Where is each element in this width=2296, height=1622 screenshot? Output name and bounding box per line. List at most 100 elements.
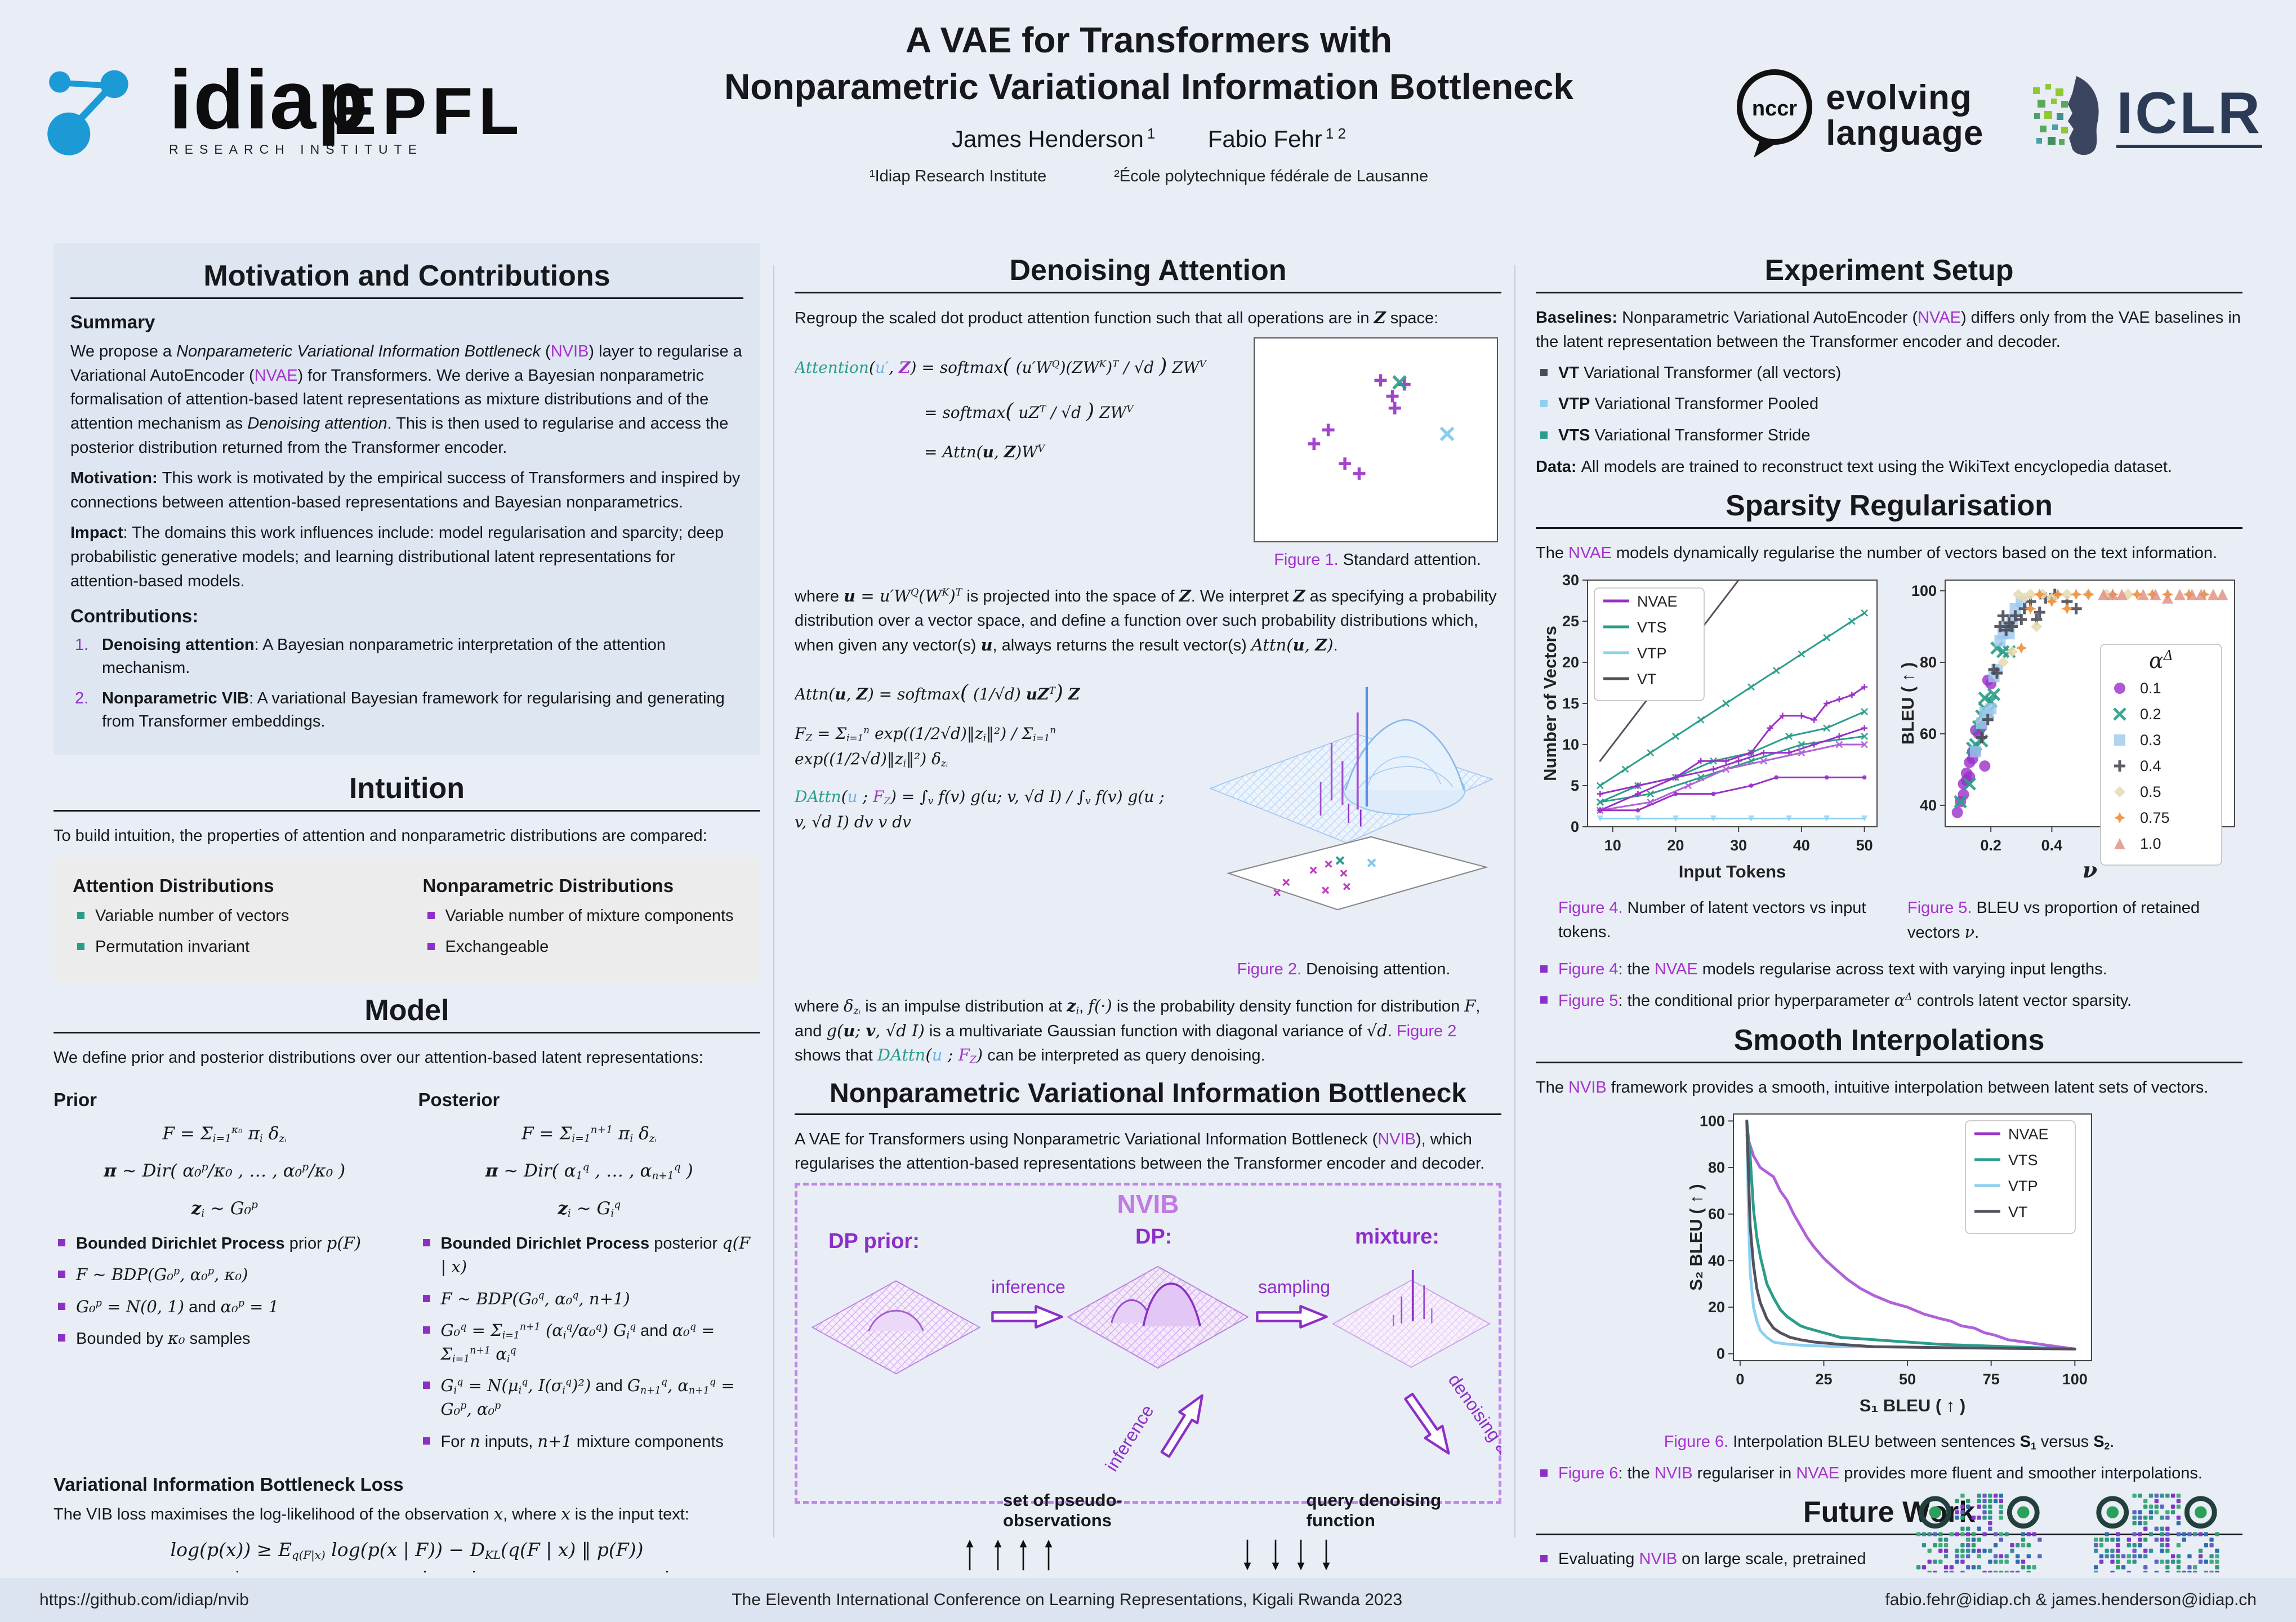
- svg-text:5: 5: [1571, 777, 1579, 794]
- figure4-vectors-vs-tokens-chart: 10 20 30 40 50 0 5 10 15 20 25 30 Input Tokens Number…: [1536, 572, 1885, 890]
- list-item: Figure 5: the conditional prior hyperpar…: [1536, 989, 2242, 1013]
- dp-surface: [1067, 1265, 1249, 1369]
- footer-github-link[interactable]: https://github.com/idiap/nvib: [39, 1590, 249, 1609]
- data-text: Data: All models are trained to reconstr…: [1536, 457, 2172, 476]
- svg-text:10: 10: [1604, 837, 1621, 854]
- svg-text:VT: VT: [2008, 1204, 2028, 1220]
- nccr-bubble-icon: nccr: [1737, 69, 1813, 158]
- svg-text:0: 0: [1571, 818, 1579, 835]
- intuition-comparison-table: Attention Distributions Variable number …: [54, 858, 760, 983]
- svg-text:15: 15: [1562, 695, 1579, 712]
- svg-text:100: 100: [1699, 1113, 1724, 1130]
- equation: DAttn(u ; FZ) = ∫v f(v) g(u; v, √d I) ∕ …: [795, 787, 1165, 831]
- up-arrows-icon: [965, 1538, 1054, 1571]
- attention-equations: Attention(u′, Z) = softmax( (u′WQ)(ZWK)T…: [795, 337, 1237, 478]
- section-denoising-attention: Denoising Attention Regroup the scaled d…: [795, 253, 1501, 1068]
- footer-conference: The Eleventh International Conference on…: [732, 1590, 1403, 1609]
- nvib-label: NVIB: [1117, 1189, 1179, 1219]
- svg-text:0.2: 0.2: [2140, 706, 2161, 723]
- svg-text:NVAE: NVAE: [2008, 1126, 2049, 1143]
- right-column: Experiment Setup Baselines: Nonparametri…: [1536, 243, 2242, 1572]
- section-title: Intuition: [349, 772, 465, 805]
- figure5-bleu-vs-nu-chart: 0.20.40.60.8406080100νBLEU ( ↑ )αΔ0.10.2…: [1893, 572, 2242, 890]
- list-item: G₀p = N(0, 1) and α₀p = 1: [54, 1295, 396, 1319]
- equation: π ~ Dir( α1q , … , αn+1q ): [485, 1161, 693, 1182]
- svg-text:0.75: 0.75: [2140, 809, 2170, 826]
- list-item: G₀q = Σi=1n+1 (αiq∕α₀q) Giq and α₀q = Σi…: [418, 1319, 761, 1366]
- divider: [54, 809, 760, 812]
- prior-block: Prior F = Σi=1κ₀ πi δzᵢ π ~ Dir( α₀p∕κ₀ …: [54, 1077, 396, 1461]
- nvib-intro: A VAE for Transformers using Nonparametr…: [795, 1130, 1485, 1173]
- equation: F = Σi=1n+1 πi δzᵢ: [521, 1123, 657, 1145]
- summary-heading: Summary: [70, 311, 155, 332]
- denoising-equations: Attn(u, Z) = softmax( (1∕√d) uZT) Z FZ =…: [795, 664, 1169, 847]
- denoising-intro: Regroup the scaled dot product attention…: [795, 308, 1439, 327]
- svg-text:NVAE: NVAE: [1637, 593, 1678, 610]
- svg-text:0: 0: [1716, 1345, 1724, 1362]
- idiap-wordmark: idiap: [169, 53, 369, 146]
- denoising-down-arrow-icon: [1397, 1387, 1460, 1463]
- column-header: Attention Distributions: [73, 875, 274, 896]
- section-title: Smooth Interpolations: [1733, 1023, 2045, 1057]
- equation: FZ = Σi=1n exp((1∕2√d)‖zi‖²) ∕ Σi=1n exp…: [795, 724, 1056, 769]
- list-item: VT Variational Transformer (all vectors): [1536, 362, 2242, 385]
- left-column: Motivation and Contributions Summary We …: [54, 243, 760, 1572]
- divider: [1536, 1534, 2242, 1536]
- svg-text:0.4: 0.4: [2140, 757, 2161, 774]
- list-item: Figure 6: the NVIB regulariser in NVAE p…: [1536, 1462, 2242, 1485]
- idiap-molecule-icon: [47, 70, 128, 155]
- repository-qr-code: [2093, 1493, 2220, 1572]
- video-qr-block: Video: [1916, 1493, 2043, 1572]
- list-item: Bounded Dirichlet Process posterior q(F …: [418, 1232, 761, 1279]
- svg-text:40: 40: [1920, 797, 1937, 814]
- svg-text:20: 20: [1562, 654, 1579, 671]
- svg-text:80: 80: [1920, 654, 1937, 671]
- svg-text:30: 30: [1730, 837, 1747, 854]
- svg-text:0: 0: [1736, 1371, 1744, 1388]
- section-title: Model: [364, 993, 449, 1027]
- svg-text:10: 10: [1562, 736, 1579, 753]
- list-item: Denoising attention: A Bayesian nonparam…: [75, 634, 666, 678]
- list-item: VTP Variational Transformer Pooled: [1536, 393, 2242, 416]
- equation: Attention(u′, Z) = softmax( (u′WQ)(ZWK)T…: [795, 353, 1206, 378]
- svg-text:50: 50: [1899, 1371, 1916, 1388]
- divider: [795, 292, 1501, 293]
- dp-label: DP:: [1135, 1224, 1172, 1249]
- author-2: Fabio Fehr: [1207, 126, 1322, 153]
- list-item: Bounded Dirichlet Process prior p(F): [54, 1232, 396, 1255]
- svg-text:60: 60: [1920, 725, 1937, 742]
- svg-text:Input Tokens: Input Tokens: [1679, 862, 1786, 881]
- figure6-caption: Figure 6. Interpolation BLEU between sen…: [1664, 1433, 2115, 1452]
- section-sparsity: Sparsity Regularisation The NVAE models …: [1536, 489, 2242, 1013]
- mixture-label: mixture:: [1355, 1224, 1439, 1249]
- svg-text:0.5: 0.5: [2140, 783, 2161, 800]
- svg-text:VTP: VTP: [1637, 645, 1667, 662]
- figure1-block: Figure 1. Standard attention.: [1254, 337, 1501, 578]
- underbraces: LR ≈ LD + LG: [54, 1571, 760, 1572]
- sparsity-intro: The NVAE models dynamically regularise t…: [1536, 544, 2218, 563]
- equation: Attn(u, Z) = softmax( (1∕√d) uZT) Z: [795, 680, 1080, 705]
- list-item: Bounded by κ₀ samples: [54, 1327, 396, 1351]
- footer-emails[interactable]: fabio.fehr@idiap.ch & james.henderson@id…: [1885, 1590, 2257, 1609]
- svg-text:40: 40: [1707, 1253, 1724, 1269]
- section-title: Denoising Attention: [1009, 254, 1287, 287]
- where-paragraph: where u = u′WQ(WK)T is projected into th…: [795, 586, 1497, 654]
- vib-loss-heading: Variational Information Bottleneck Loss: [54, 1473, 404, 1495]
- posterior-block: Posterior F = Σi=1n+1 πi δzᵢ π ~ Dir( α1…: [418, 1077, 761, 1461]
- equation: = Attn(u, Z)WV: [924, 443, 1045, 462]
- svg-text:VTS: VTS: [1637, 619, 1667, 636]
- svg-text:Number of Vectors: Number of Vectors: [1540, 626, 1560, 781]
- section-intuition: Intuition To build intuition, the proper…: [54, 772, 760, 983]
- section-future-work: Future Work Evaluating NVIB on large sca…: [1536, 1493, 2242, 1572]
- list-item: Nonparametric VIB: A variational Bayesia…: [75, 687, 725, 730]
- inference-up-arrow-icon: [1153, 1386, 1215, 1463]
- svg-text:αΔ: αΔ: [2149, 648, 2173, 673]
- divider: [54, 1031, 760, 1033]
- poster-title-line2: Nonparametric Variational Information Bo…: [724, 66, 1573, 108]
- svg-text:75: 75: [1982, 1371, 1999, 1388]
- section-title: Experiment Setup: [1764, 254, 2014, 287]
- transformer-decoder-unit: Transformer decoder Denoising is all you…: [1196, 1538, 1377, 1572]
- svg-text:0.4: 0.4: [2041, 837, 2063, 854]
- svg-text:50: 50: [1856, 837, 1873, 854]
- idiap-subtitle: RESEARCH INSTITUTE: [169, 142, 423, 157]
